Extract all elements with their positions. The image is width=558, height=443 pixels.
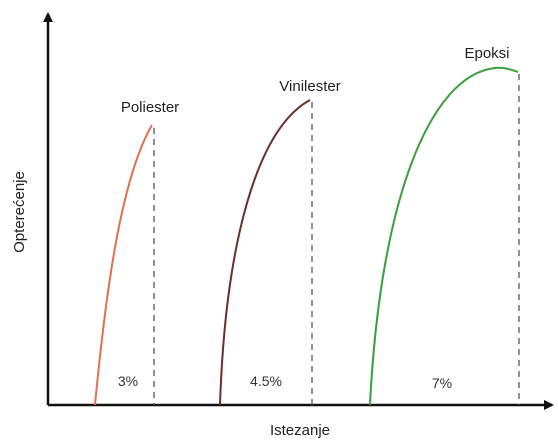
y-axis-label: Opterećenje [11, 171, 28, 253]
elongation-label: 3% [118, 373, 138, 389]
elongation-label: 7% [432, 375, 452, 391]
curve-label: Vinilester [279, 78, 340, 95]
x-axis-label: Istezanje [270, 422, 330, 439]
curve-poliester [94, 124, 153, 406]
curve-label: Poliester [121, 99, 179, 116]
elongation-label: 4.5% [250, 373, 282, 389]
curve-label: Epoksi [464, 45, 509, 62]
curve-epoksi [369, 66, 519, 406]
curve-vinilester [219, 99, 311, 406]
